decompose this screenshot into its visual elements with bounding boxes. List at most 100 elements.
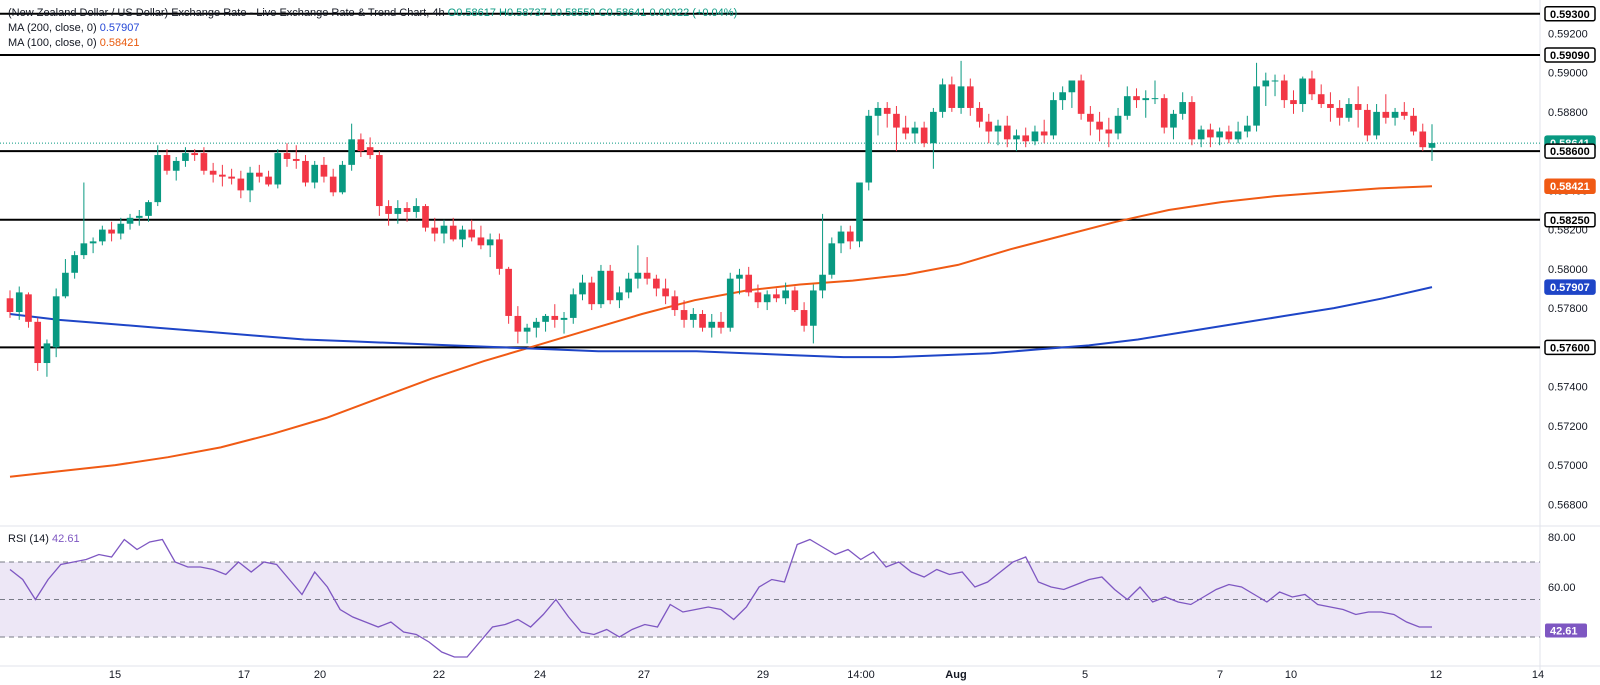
candle-body [237,178,245,191]
candle-body [1336,107,1343,118]
price-tick-label: 0.57200 [1548,421,1588,433]
rsi-legend[interactable]: RSI (14) 42.61 [8,532,80,547]
price-tag-label: 0.58421 [1550,181,1590,193]
candle-body [1059,92,1066,101]
candle-body [1003,125,1011,140]
candle-body [828,243,836,275]
candle [911,121,919,144]
candle-body [440,225,448,234]
candle-body [339,164,346,193]
candle [930,107,937,169]
price-tag-box [1544,47,1596,63]
candle-body [246,172,254,191]
candle-body [1207,129,1214,138]
legend-title-row: (New Zealand Dollar / US Dollar) Exchang… [8,7,738,19]
candle-body [449,225,457,240]
candle-body [1244,125,1251,132]
price-tag-label: 0.59300 [1550,9,1590,21]
candle-body [191,153,198,156]
candle [1336,100,1343,126]
candle [237,170,245,199]
candle-body [1142,98,1150,101]
candle [1262,72,1270,106]
price-tick-label: 0.57800 [1548,303,1588,315]
candle [1050,92,1057,140]
candle [625,272,632,299]
candle [865,109,873,191]
candle-body [514,315,522,332]
time-tick-label: 15 [109,669,121,681]
candle [726,272,734,332]
candle-body [1400,111,1408,116]
ma100-line [9,185,1433,478]
price-tag-box [1544,279,1596,295]
candle [874,102,882,136]
candle-body [680,310,688,320]
candle-body [1022,135,1030,142]
candle-body [1262,80,1270,87]
candle-body [1087,113,1094,122]
candle-body [108,229,115,234]
candle-body [1050,100,1057,136]
candle [274,149,282,189]
candle [283,143,291,167]
time-tick-label: 24 [534,669,546,681]
candle-body [939,84,946,112]
candle-body [1123,96,1131,116]
candle [154,145,162,207]
candle [15,286,23,320]
time-tick-label: 12 [1430,669,1442,681]
candle-body [597,270,605,305]
candle [182,147,189,167]
candle [1179,92,1187,120]
candle [302,155,309,187]
candle-body [320,164,328,177]
candle [514,306,522,344]
candle-body [902,127,909,134]
symbol-title[interactable]: (New Zealand Dollar / US Dollar) Exchang… [8,7,427,19]
candle-body [302,160,309,183]
candle-body [957,86,965,108]
candle-body [505,268,512,316]
candle-body [412,206,420,212]
candle [246,166,254,203]
price-tags: 0.593000.590900.586410.586000.584210.582… [1544,6,1596,356]
time-tick-label: 14:00 [847,669,875,681]
candle [1160,94,1168,134]
candle [357,133,365,158]
candle-body [172,160,180,171]
candle [366,137,374,159]
price-tag-label: 0.58250 [1550,215,1590,227]
candle [1428,124,1436,161]
candle [1216,127,1223,146]
candle-body [920,127,928,144]
candle-body [1419,131,1427,148]
candle [255,164,263,183]
candle [292,145,300,169]
candle [80,182,88,260]
candle-body [15,292,23,313]
candle-body [773,294,780,299]
legend-ma100-row[interactable]: MA (100, close, 0) 0.58421 [8,36,737,51]
candle [1022,127,1030,148]
candle [219,164,226,187]
candle [6,290,14,318]
candle-body [1280,80,1288,101]
candle-body [135,215,143,218]
candle [717,312,725,334]
candle-body [671,296,679,311]
candle-body [1068,80,1076,93]
candle-body [126,217,134,224]
candle [1382,94,1390,124]
candle [1068,80,1076,108]
candle [523,323,531,344]
candle [1197,125,1205,148]
candle [99,225,106,246]
candle [1087,105,1094,136]
candle-body [819,274,826,291]
candle [939,78,946,118]
candle [745,266,753,297]
candle [191,149,198,161]
legend-ma200-row[interactable]: MA (200, close, 0) 0.57907 [8,21,737,36]
